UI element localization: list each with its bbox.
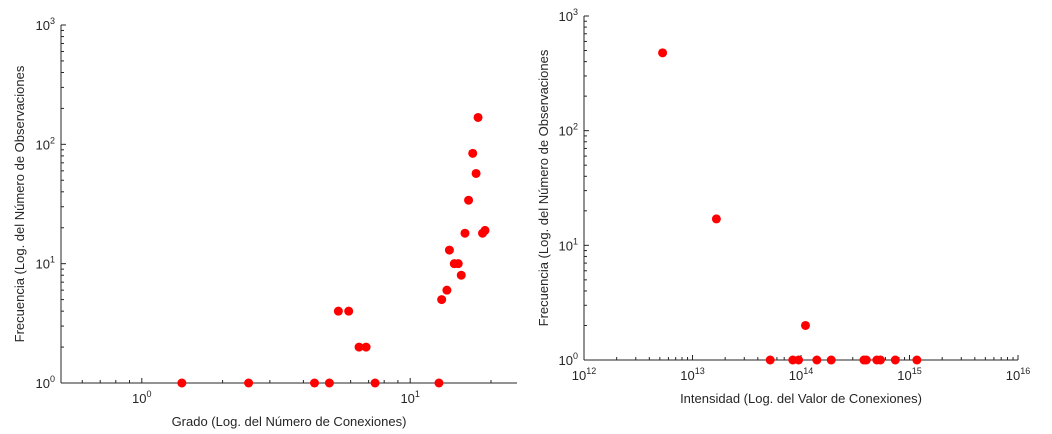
x-tick-label: 1013: [680, 366, 704, 383]
right-x-axis-label: Intensidad (Log. del Valor de Conexiones…: [680, 391, 922, 406]
data-point: [324, 378, 334, 388]
data-point: [370, 378, 380, 388]
data-point: [912, 355, 922, 365]
left-y-axis: 100 101 102 103: [36, 16, 66, 391]
right-points: [658, 48, 922, 365]
y-tick-label: 103: [559, 7, 578, 24]
y-tick-label: 103: [36, 16, 55, 33]
right-y-axis: 100 101 102 103: [559, 7, 589, 368]
data-point: [453, 259, 463, 269]
data-point: [437, 295, 447, 305]
left-x-axis-label: Grado (Log. del Número de Conexiones): [172, 414, 407, 429]
data-point: [460, 228, 470, 238]
y-tick-label: 100: [559, 351, 578, 368]
x-tick-label: 1014: [789, 366, 813, 383]
data-point: [480, 225, 490, 235]
data-point: [658, 48, 668, 58]
data-point: [456, 270, 466, 280]
data-point: [800, 320, 810, 330]
left-chart: 100 101 102 103 100 101 Grado (Log. del Núme…: [12, 16, 517, 429]
data-point: [473, 112, 483, 122]
data-point: [794, 355, 804, 365]
right-chart: 100 101 102 103 1012 1013 1014 1015 1016 Intens…: [536, 7, 1030, 406]
data-point: [468, 148, 478, 158]
data-point: [464, 195, 474, 205]
data-point: [765, 355, 775, 365]
x-tick-label: 100: [132, 389, 151, 406]
data-point: [812, 355, 822, 365]
x-tick-label: 101: [400, 389, 419, 406]
y-tick-label: 102: [559, 122, 578, 139]
right-x-axis: 1012 1013 1014 1015 1016: [572, 355, 1030, 383]
data-point: [361, 342, 371, 352]
data-point: [344, 306, 354, 316]
left-x-axis: 100 101: [60, 378, 517, 406]
data-point: [444, 245, 454, 255]
y-tick-label: 102: [36, 135, 55, 152]
data-point: [826, 355, 836, 365]
data-point: [890, 355, 900, 365]
y-tick-label: 101: [36, 255, 55, 272]
left-y-axis-label: Frecuencia (Log. del Número de Observaci…: [12, 65, 27, 342]
data-point: [442, 285, 452, 295]
data-point: [333, 306, 343, 316]
y-tick-label: 100: [36, 374, 55, 391]
x-tick-label: 1012: [572, 366, 596, 383]
data-point: [471, 168, 481, 178]
data-point: [244, 378, 254, 388]
data-point: [875, 355, 885, 365]
data-point: [309, 378, 319, 388]
data-point: [354, 342, 364, 352]
left-points: [177, 112, 490, 388]
x-tick-label: 1016: [1006, 366, 1030, 383]
data-point: [861, 355, 871, 365]
data-point: [434, 378, 444, 388]
data-point: [711, 214, 721, 224]
y-tick-label: 101: [559, 236, 578, 253]
x-tick-label: 1015: [897, 366, 921, 383]
data-point: [177, 378, 187, 388]
right-y-axis-label: Frecuencia (Log. del Número de Observaci…: [536, 49, 551, 326]
